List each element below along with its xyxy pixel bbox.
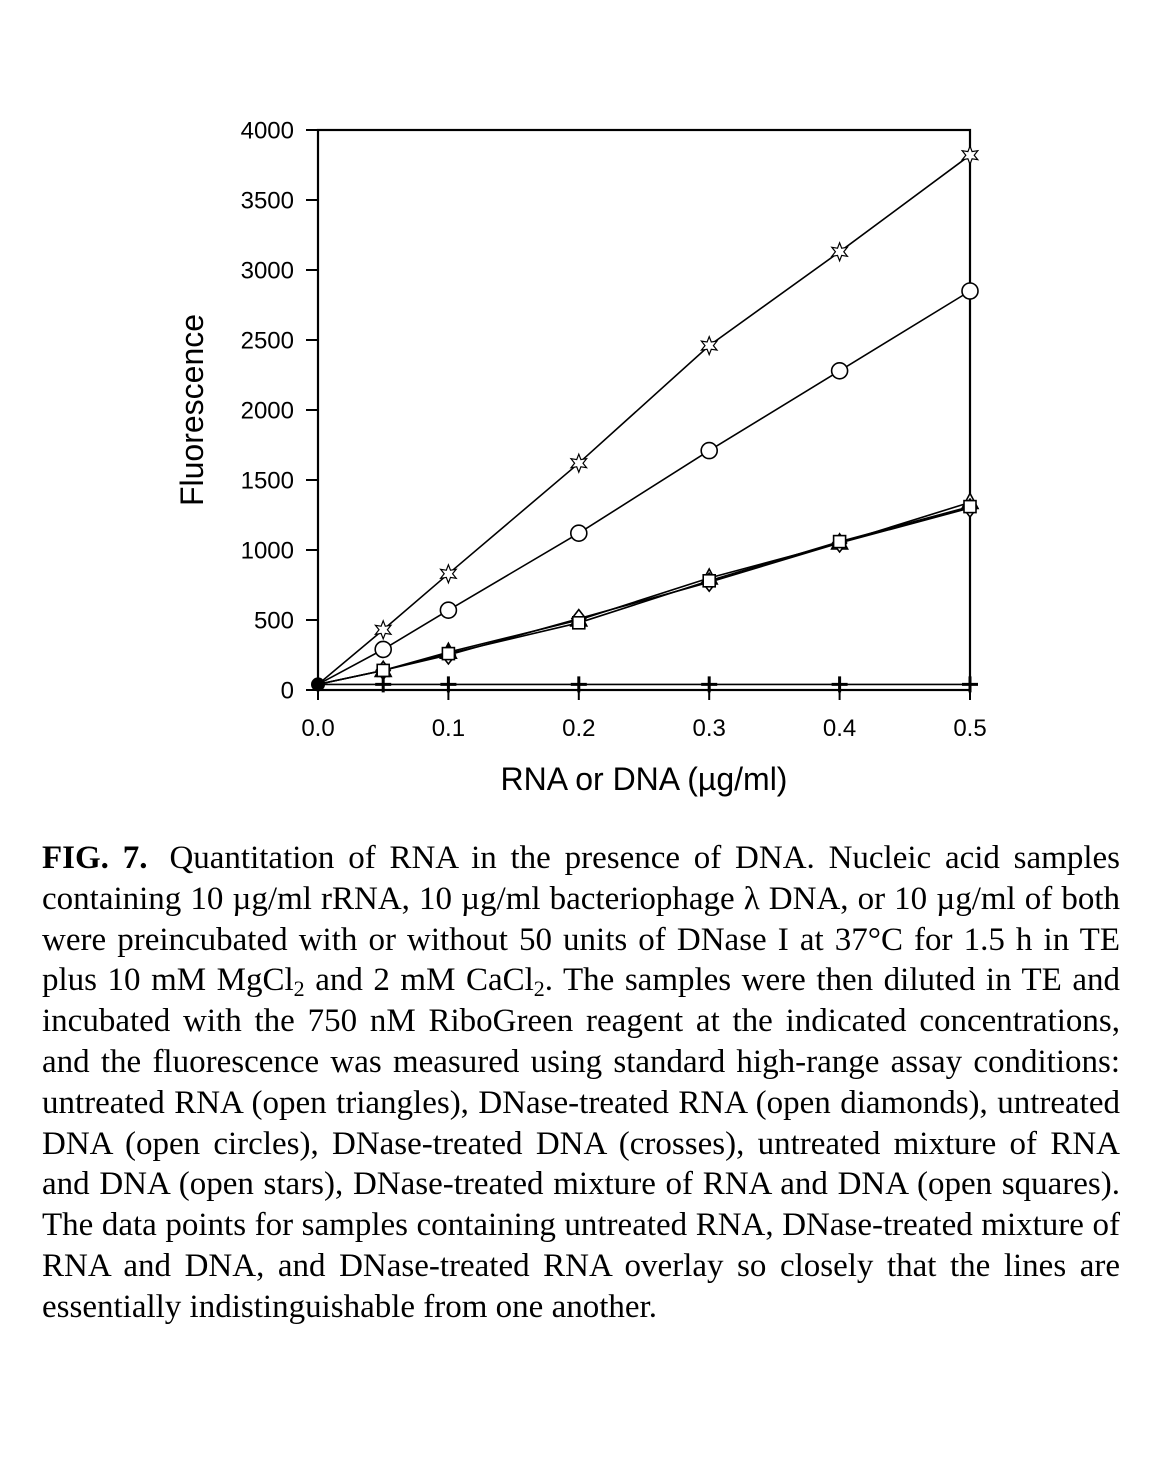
series-cross [318, 676, 978, 693]
series-line [317, 290, 971, 686]
cross-marker [440, 676, 457, 693]
x-axis-title: RNA or DNA (µg/ml) [501, 761, 788, 797]
x-tick-label: 0.1 [432, 715, 465, 742]
star-marker [373, 619, 393, 641]
y-tick-label: 1500 [241, 468, 294, 495]
caption-text-2: and 2 mM CaCl [304, 962, 534, 999]
caption-text-1: Quantitation of RNA in the presence of D… [42, 840, 1121, 999]
cross-marker [375, 676, 392, 693]
series-line [317, 507, 971, 686]
circle-marker [374, 640, 393, 659]
x-tick-label: 0.5 [953, 715, 986, 742]
y-tick-label: 500 [254, 608, 294, 635]
square-marker [702, 573, 717, 588]
origin-point-marker [311, 677, 325, 692]
caption-subscript-1: 2 [293, 976, 305, 1002]
square-marker [963, 499, 977, 514]
series-layer [311, 144, 980, 693]
circle-marker [439, 601, 458, 620]
cross-marker [570, 676, 587, 693]
figure-caption: FIG. 7. Quantitation of RNA in the presen… [42, 838, 1120, 1328]
y-tick-label: 1000 [241, 538, 294, 565]
y-tick-label: 2500 [241, 328, 294, 355]
star-marker [569, 452, 589, 474]
figure-label: FIG. 7. [42, 840, 148, 876]
x-tick-label: 0.0 [301, 715, 334, 742]
plot-frame [316, 128, 972, 692]
star-marker [699, 334, 719, 357]
y-tick-label: 3000 [241, 258, 294, 285]
caption-text-3: . The samples were then diluted in TE an… [42, 962, 1120, 1325]
y-tick-label: 3500 [241, 188, 294, 215]
cross-marker [962, 676, 978, 693]
star-marker [960, 144, 980, 166]
series-open-circle [317, 282, 979, 686]
y-tick-label: 2000 [241, 398, 294, 425]
x-axis: 0.0 0.1 0.2 0.3 0.4 0.5 [301, 690, 987, 742]
y-axis: 0 500 1000 1500 2000 2500 3000 3500 4000 [241, 118, 318, 705]
y-axis-title: Fluorescence [174, 314, 210, 506]
series-line [317, 501, 971, 686]
square-marker [832, 534, 847, 549]
series-line [317, 505, 971, 686]
y-tick-label: 0 [281, 678, 294, 705]
y-tick-label: 4000 [241, 118, 294, 145]
series-line [317, 154, 971, 686]
x-tick-label: 0.2 [562, 715, 595, 742]
x-tick-label: 0.4 [823, 715, 856, 742]
square-marker [571, 615, 586, 630]
cross-marker [701, 676, 718, 693]
circle-marker [961, 282, 979, 300]
square-marker [441, 646, 456, 661]
star-marker [439, 563, 458, 585]
cross-marker [831, 676, 848, 693]
series-open-diamond [317, 497, 979, 686]
star-marker [830, 241, 849, 263]
caption-subscript-2: 2 [533, 976, 545, 1002]
series-open-star [317, 144, 980, 686]
circle-marker [569, 524, 588, 543]
x-tick-label: 0.3 [693, 715, 726, 742]
series-open-square [317, 499, 977, 686]
circle-marker [700, 441, 719, 460]
circle-marker [830, 361, 849, 380]
square-marker [376, 663, 391, 678]
series-open-triangle [317, 491, 980, 686]
